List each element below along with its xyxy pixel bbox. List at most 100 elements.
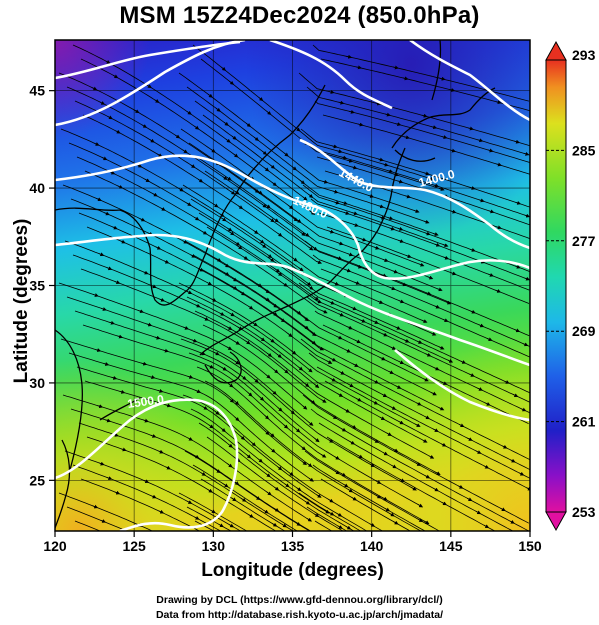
streamline-arrow [467, 437, 473, 441]
streamline-arrow [265, 473, 271, 478]
streamline-arrow [194, 516, 200, 520]
streamline-arrow [223, 121, 229, 126]
streamline-arrow [356, 264, 363, 269]
streamline-arrow [469, 248, 476, 252]
streamline-arrow [415, 462, 422, 466]
streamline-arrow [98, 461, 105, 466]
x-tick-label: 145 [439, 538, 463, 554]
contour-1400b [299, 138, 530, 250]
streamline-arrow [259, 396, 265, 401]
streamline-arrow [330, 377, 337, 382]
streamline-arrow [295, 428, 301, 433]
streamline-arrow [425, 352, 432, 357]
streamline-arrow [384, 112, 391, 117]
colorbar: 293 285 277 269 261 253 [545, 40, 596, 532]
streamline-arrow [487, 148, 494, 153]
streamline-arrow [149, 138, 155, 143]
streamline-arrow [486, 337, 493, 342]
streamline-arrow [276, 353, 282, 358]
streamline-arrow [152, 192, 158, 197]
streamline [308, 352, 530, 471]
streamline-arrow [214, 410, 220, 415]
streamline [312, 464, 426, 531]
streamline-arrow [300, 446, 306, 451]
streamline-arrow [307, 368, 313, 373]
x-tick-label: 120 [43, 538, 67, 554]
streamline-arrow [435, 471, 441, 475]
streamline-arrow [515, 201, 522, 205]
streamline-arrow [373, 379, 379, 384]
streamline-arrow [254, 136, 260, 141]
streamline-arrow [390, 346, 397, 350]
streamline-arrow [395, 122, 402, 127]
streamline-arrow [524, 213, 530, 218]
streamline-arrow [328, 498, 334, 503]
streamline-arrow [253, 378, 259, 383]
streamline [186, 506, 232, 531]
streamline-arrow [416, 340, 423, 344]
streamline-arrow [93, 142, 100, 146]
streamline-arrow [264, 289, 270, 294]
streamline-arrow [433, 487, 439, 492]
streamline-arrow [283, 424, 289, 429]
streamline-arrow [267, 254, 273, 258]
streamline-arrow [478, 323, 485, 328]
streamline [192, 464, 298, 531]
streamline-arrow [308, 193, 314, 198]
streamline-arrow [388, 370, 394, 374]
streamline [204, 380, 422, 531]
streamline-arrow [431, 125, 438, 130]
streamline-arrow [353, 223, 359, 227]
streamline-arrow [336, 512, 343, 517]
streamline-arrow [304, 500, 311, 505]
streamline-arrow [345, 525, 352, 530]
streamline-arrow [329, 511, 335, 516]
streamline-arrow [264, 430, 270, 436]
streamline-arrow [321, 398, 327, 403]
streamline-arrow [277, 466, 283, 471]
streamline-arrow [115, 129, 121, 134]
streamline-arrow [308, 421, 314, 426]
streamline-arrow [488, 272, 494, 277]
streamline-arrow [105, 418, 112, 423]
y-axis: 25 30 35 40 45 [29, 83, 55, 488]
streamline-arrow [417, 518, 424, 523]
streamline-arrow [274, 486, 280, 491]
streamline-arrow [357, 454, 364, 459]
streamline-arrow [92, 504, 99, 509]
streamline-arrow [438, 345, 445, 350]
streamline-arrow [496, 162, 502, 167]
streamline-arrow [432, 232, 439, 236]
streamline-arrow [334, 455, 340, 460]
streamline-arrow [229, 398, 235, 403]
streamline-arrow [141, 361, 148, 366]
streamline-arrow [425, 291, 432, 296]
streamline-arrow [296, 310, 302, 315]
streamline-arrow [328, 90, 335, 94]
streamline-arrow [336, 256, 343, 260]
streamline-arrow [423, 171, 430, 176]
streamline-arrow [96, 197, 102, 202]
streamline-arrow [308, 285, 314, 290]
streamline-arrow [331, 144, 338, 149]
streamline-arrow [318, 346, 325, 351]
contour-1500 [55, 398, 239, 531]
streamline-arrow [442, 243, 449, 248]
streamline-arrow [226, 346, 233, 351]
streamline-arrow [351, 165, 358, 170]
streamline-arrow [230, 190, 236, 195]
streamline-arrow [339, 370, 345, 375]
streamline-arrow [441, 501, 447, 506]
streamline-arrow [95, 348, 102, 352]
streamline-arrow [191, 338, 198, 343]
streamline-arrow [141, 124, 148, 128]
streamline-arrow [338, 100, 345, 105]
streamline-arrow [496, 225, 502, 230]
streamline-arrow [241, 497, 247, 502]
streamline-arrow [352, 211, 358, 216]
streamline-arrow [300, 232, 306, 236]
streamline-arrow [143, 418, 149, 423]
streamline-arrow [475, 510, 482, 515]
streamline-arrow [360, 318, 366, 323]
streamline-arrow [195, 303, 201, 308]
